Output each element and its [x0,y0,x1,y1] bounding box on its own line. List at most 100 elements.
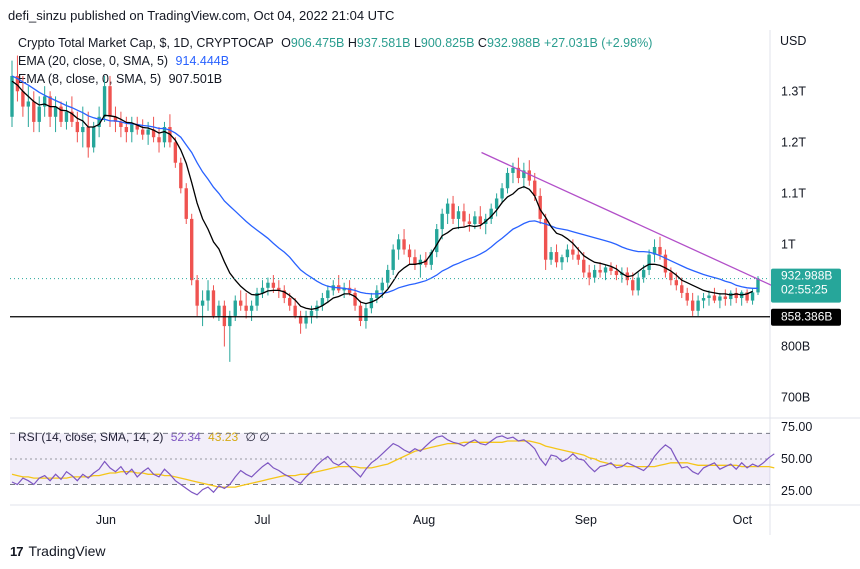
candle[interactable] [516,157,521,184]
candle[interactable] [729,290,733,306]
candle[interactable] [598,262,602,278]
candle[interactable] [342,282,346,299]
candle[interactable] [228,310,232,362]
candle[interactable] [108,75,112,127]
candle[interactable] [391,244,395,276]
candle[interactable] [124,116,129,143]
candle[interactable] [369,292,374,314]
candle[interactable] [690,292,695,316]
candle[interactable] [652,239,657,263]
candle[interactable] [663,249,668,278]
candle[interactable] [97,106,101,138]
candle[interactable] [190,213,194,286]
candle[interactable] [739,290,744,306]
candle[interactable] [195,275,199,316]
candle[interactable] [745,289,749,304]
candle[interactable] [347,280,352,296]
candle[interactable] [217,300,221,321]
candle[interactable] [309,305,314,324]
candle[interactable] [685,287,689,306]
candle[interactable] [173,137,178,168]
candle[interactable] [636,272,640,296]
candle[interactable] [554,244,559,268]
candle[interactable] [701,292,706,309]
candle[interactable] [413,249,417,270]
candle[interactable] [718,292,722,309]
candle[interactable] [59,101,63,127]
candle[interactable] [712,287,717,304]
candle[interactable] [206,280,210,311]
candle[interactable] [119,111,123,138]
candle[interactable] [609,262,613,276]
candle[interactable] [494,193,499,217]
candle[interactable] [560,254,564,270]
candle[interactable] [467,213,472,232]
candle[interactable] [260,280,265,299]
candle[interactable] [565,244,570,263]
ema8-legend[interactable]: EMA (8, close, 0, SMA, 5) 907.501B [18,72,222,86]
candle[interactable] [750,287,755,305]
candle[interactable] [42,86,47,117]
candle[interactable] [298,310,303,334]
ema20-legend[interactable]: EMA (20, close, 0, SMA, 5) 914.444B [18,54,229,68]
candle[interactable] [37,96,41,133]
candle[interactable] [527,160,531,186]
candle[interactable] [162,121,167,148]
candle[interactable] [179,157,183,194]
candle[interactable] [184,183,188,224]
candle[interactable] [484,213,488,235]
candle[interactable] [157,127,161,153]
candle[interactable] [707,290,711,306]
candle[interactable] [364,303,368,329]
candle[interactable] [53,96,58,133]
candle[interactable] [631,272,635,296]
candle[interactable] [75,111,80,143]
candle[interactable] [456,206,461,230]
candle[interactable] [402,229,406,255]
candle[interactable] [320,292,325,311]
candle[interactable] [255,287,259,311]
candle[interactable] [358,300,363,327]
candle[interactable] [538,188,542,224]
candle[interactable] [418,254,423,278]
candle[interactable] [647,249,651,276]
trendline[interactable] [481,151,774,287]
candle[interactable] [266,277,270,296]
candle[interactable] [86,111,90,158]
candle[interactable] [451,195,455,224]
candle[interactable] [326,285,330,304]
candle[interactable] [614,264,619,281]
candle[interactable] [549,246,553,265]
candle[interactable] [140,119,145,140]
candle[interactable] [462,203,466,227]
symbol-label[interactable]: Crypto Total Market Cap, $, 1D, CRYPTOCA… [18,36,274,50]
candle[interactable] [522,162,526,189]
candle[interactable] [211,285,216,319]
candle[interactable] [282,285,286,304]
candle[interactable] [696,295,700,316]
candle[interactable] [440,208,444,240]
candle[interactable] [543,213,548,270]
candle[interactable] [113,106,118,133]
candle[interactable] [680,277,684,299]
candle[interactable] [200,290,205,327]
candle[interactable] [337,275,341,293]
candle[interactable] [587,264,591,286]
footer-branding[interactable]: 17 TradingView [10,543,106,559]
candle[interactable] [10,60,14,127]
candle[interactable] [244,292,248,319]
candle[interactable] [353,287,357,311]
candle[interactable] [222,300,227,347]
candle[interactable] [26,86,31,127]
candle[interactable] [505,167,510,194]
candle[interactable] [386,264,390,288]
candle[interactable] [293,298,297,319]
candle[interactable] [445,198,450,224]
candle[interactable] [592,264,597,283]
candle[interactable] [407,244,412,265]
candle[interactable] [32,91,36,133]
candle[interactable] [70,96,74,127]
candle[interactable] [734,287,738,304]
candle[interactable] [102,75,107,122]
